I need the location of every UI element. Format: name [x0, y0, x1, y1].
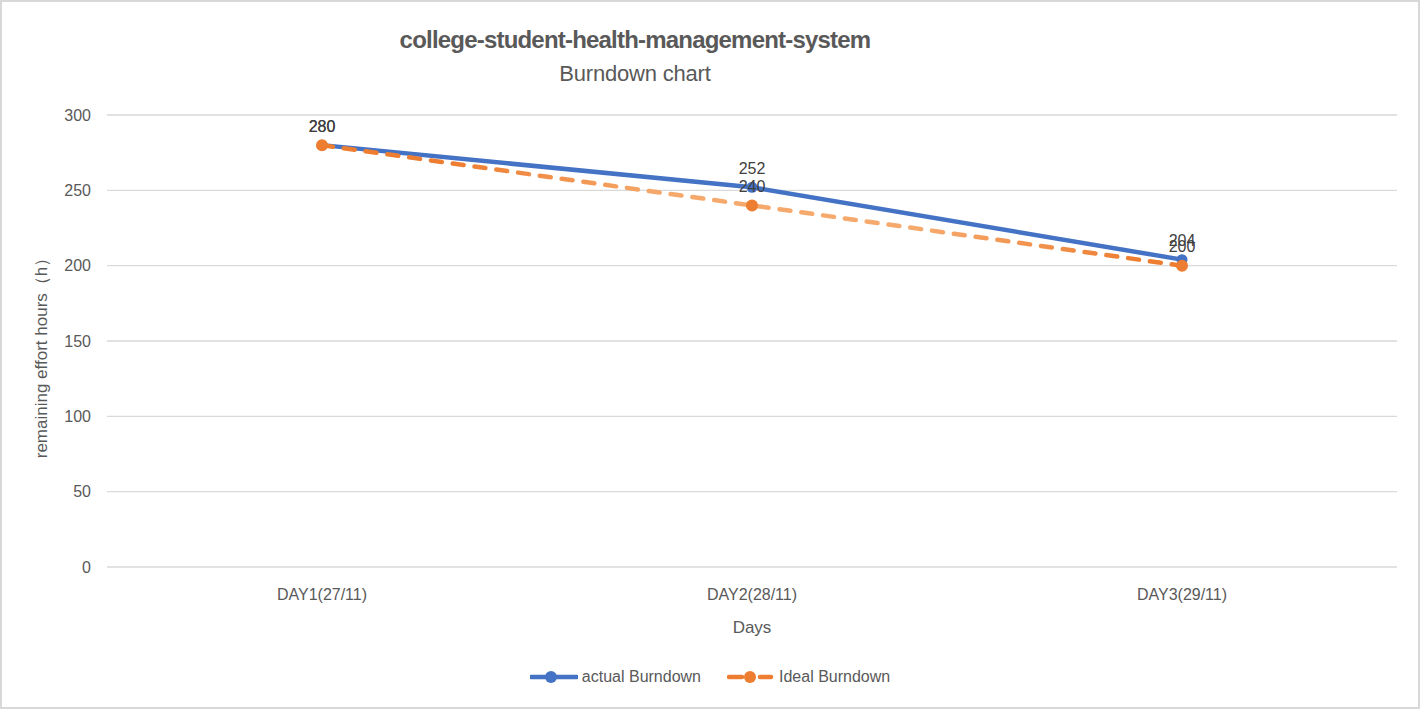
- legend: actual Burndown Ideal Burndown: [2, 668, 1418, 686]
- data-label: 240: [739, 178, 766, 195]
- data-point-marker-ideal: [746, 199, 758, 211]
- data-label: 200: [1169, 238, 1196, 255]
- y-tick-label: 100: [64, 408, 91, 425]
- legend-label-ideal: Ideal Burndown: [779, 668, 890, 686]
- y-tick-label: 250: [64, 182, 91, 199]
- legend-item-ideal: Ideal Burndown: [727, 668, 890, 686]
- plot-area: 0 50 100 150 200 250 300 DAY1(27/11) DAY2(28/11)…: [2, 2, 1420, 709]
- x-tick-label: DAY1(27/11): [277, 586, 367, 603]
- y-tick-label: 300: [64, 107, 91, 124]
- y-tick-label: 50: [73, 483, 91, 500]
- data-point-marker-ideal: [1176, 260, 1188, 272]
- x-axis-title: Days: [733, 618, 772, 638]
- y-tick-label: 0: [82, 559, 91, 576]
- legend-swatch-ideal-line-icon: [727, 670, 775, 684]
- legend-item-actual: actual Burndown: [530, 668, 701, 686]
- burndown-chart: college-student-health-management-system…: [0, 0, 1420, 709]
- x-tick-label: DAY2(28/11): [707, 586, 797, 603]
- data-label: 252: [739, 160, 766, 177]
- legend-label-actual: actual Burndown: [582, 668, 701, 686]
- data-point-marker-ideal: [316, 139, 328, 151]
- data-label: 280: [309, 118, 336, 135]
- x-tick-label: DAY3(29/11): [1137, 586, 1227, 603]
- y-tick-label: 150: [64, 333, 91, 350]
- y-tick-label: 200: [64, 257, 91, 274]
- legend-swatch-actual-line-icon: [530, 670, 578, 684]
